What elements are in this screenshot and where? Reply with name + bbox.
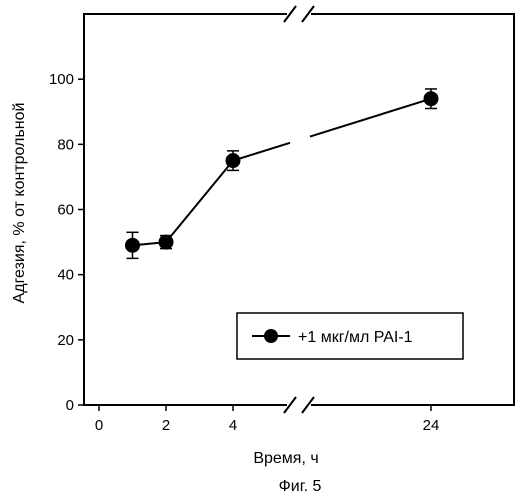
series-line-segment xyxy=(233,143,290,161)
x-tick-label: 2 xyxy=(162,417,170,434)
y-tick-label: 60 xyxy=(57,202,74,219)
y-tick-label: 20 xyxy=(57,332,74,349)
x-axis-title: Время, ч xyxy=(253,450,318,467)
y-axis-title: Адгезия, % от контрольной xyxy=(11,103,28,304)
data-point xyxy=(159,235,174,250)
y-tick-label: 80 xyxy=(57,136,74,153)
series-line-segment xyxy=(310,99,431,137)
y-tick-label: 100 xyxy=(49,71,74,88)
data-point xyxy=(226,153,241,168)
series-layer xyxy=(125,89,439,258)
y-axis-ticks: 0 20 40 60 80 100 xyxy=(49,71,84,414)
x-tick-label: 0 xyxy=(95,417,103,434)
data-point xyxy=(125,238,140,253)
figure-caption: Фиг. 5 xyxy=(279,478,322,495)
legend: +1 мкг/мл PAI-1 xyxy=(237,313,463,359)
data-point xyxy=(424,91,439,106)
x-axis-ticks: 02424 xyxy=(95,405,440,434)
legend-label: +1 мкг/мл PAI-1 xyxy=(298,329,413,346)
y-tick-label: 40 xyxy=(57,267,74,284)
y-tick-label: 0 xyxy=(66,397,74,414)
series-line-segment xyxy=(166,161,233,242)
x-tick-label: 4 xyxy=(229,417,237,434)
x-tick-label: 24 xyxy=(423,417,440,434)
legend-marker xyxy=(264,329,278,343)
